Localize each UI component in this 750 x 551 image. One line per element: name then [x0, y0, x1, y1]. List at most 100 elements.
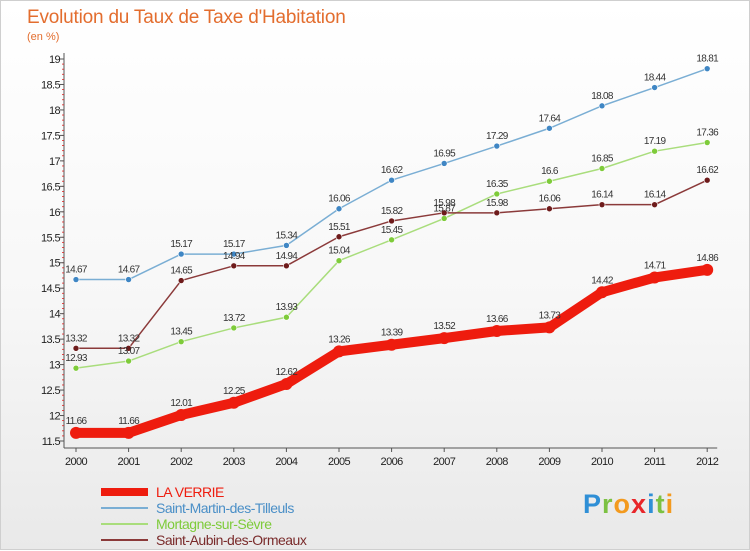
data-label: 15.45 — [381, 225, 404, 236]
data-label: 14.65 — [170, 266, 193, 277]
data-point — [230, 262, 238, 270]
chart-title: Evolution du Taux de Taxe d'Habitation — [27, 7, 346, 28]
logo-letter: x — [631, 489, 648, 519]
data-label: 15.04 — [328, 246, 351, 257]
data-point — [703, 65, 711, 72]
y-tick-label: 13 — [49, 360, 61, 372]
data-label: 13.39 — [381, 328, 404, 339]
data-point — [335, 257, 343, 264]
data-point — [72, 364, 80, 372]
legend-swatch — [101, 488, 148, 496]
data-label: 18.08 — [591, 91, 614, 102]
data-label: 13.32 — [65, 333, 88, 344]
data-point — [596, 286, 608, 299]
data-point — [335, 233, 343, 241]
data-point — [490, 324, 503, 337]
data-point — [703, 139, 711, 146]
data-label: 15.51 — [328, 222, 351, 233]
data-point — [648, 271, 661, 284]
data-point — [388, 236, 395, 244]
data-label: 14.42 — [591, 275, 614, 286]
legend-item-mortagne: Mortagne-sur-Sèvre — [101, 516, 361, 532]
y-tick-label: 18 — [49, 105, 61, 117]
data-point — [651, 84, 658, 91]
data-point — [125, 345, 132, 352]
data-labels-layer: 11.66 11.66 12.01 12.25 12.62 13.26 13.39 13.52… — [65, 54, 720, 427]
data-point — [493, 190, 501, 198]
data-label: 12.25 — [223, 386, 246, 397]
x-tick-label: 2012 — [696, 456, 719, 468]
data-label: 16.14 — [591, 190, 614, 201]
logo-letter: i — [647, 489, 656, 519]
data-label: 17.36 — [696, 128, 719, 139]
data-label: 12.93 — [65, 353, 88, 364]
data-point — [440, 160, 448, 167]
y-tick-label: 12.5 — [41, 385, 60, 397]
data-label: 16.95 — [433, 148, 456, 159]
y-tick-label: 17 — [49, 156, 61, 168]
x-tick-label: 2010 — [591, 456, 614, 468]
y-tick-label: 15.5 — [41, 232, 60, 244]
legend-label: Saint-Aubin-des-Ormeaux — [156, 532, 307, 548]
legend-item-saint-martin: Saint-Martin-des-Tilleuls — [101, 500, 361, 516]
series-layer — [70, 65, 714, 439]
data-label: 14.71 — [644, 261, 667, 272]
y-tick-label: 14.5 — [41, 283, 60, 295]
chart-subtitle: (en %) — [27, 31, 60, 43]
y-tick-label: 14 — [49, 309, 61, 321]
x-tick-label: 2004 — [275, 456, 298, 468]
logo-letter: i — [665, 489, 675, 519]
y-tick-label: 12 — [49, 411, 61, 423]
data-label: 16.62 — [696, 165, 719, 176]
y-tick-label: 15 — [49, 258, 61, 270]
x-tick-label: 2005 — [328, 456, 351, 468]
data-label: 17.64 — [539, 113, 562, 124]
data-label: 18.81 — [696, 54, 719, 65]
data-label: 12.01 — [170, 398, 193, 409]
legend-label: LA VERRIE — [156, 484, 224, 500]
data-point — [701, 263, 714, 276]
data-point — [230, 250, 238, 258]
data-label: 16.14 — [644, 190, 667, 201]
data-point — [385, 338, 398, 351]
y-tick-label: 16 — [49, 207, 61, 219]
data-point — [651, 201, 658, 208]
data-label: 14.67 — [65, 265, 88, 276]
data-label: 13.26 — [328, 334, 351, 345]
y-tick-label: 16.5 — [41, 181, 60, 193]
y-tick-label: 11.5 — [42, 436, 61, 448]
data-label: 15.82 — [381, 206, 404, 217]
data-label: 16.35 — [486, 179, 509, 190]
proxiti-logo: Proxiti — [583, 489, 674, 520]
data-point — [543, 321, 556, 334]
data-point — [493, 142, 501, 150]
data-point — [175, 409, 188, 422]
logo-letter: t — [655, 489, 666, 519]
data-point — [283, 242, 290, 249]
logo-letter: r — [602, 489, 614, 519]
data-point — [333, 345, 345, 358]
data-label: 17.19 — [644, 136, 667, 147]
logo-letter: P — [583, 489, 603, 519]
data-label: 16.62 — [381, 165, 404, 176]
data-label: 14.94 — [276, 251, 299, 262]
data-point — [598, 102, 606, 110]
y-tick-label: 17.5 — [41, 130, 60, 142]
legend-label: Mortagne-sur-Sèvre — [156, 516, 272, 532]
x-tick-label: 2001 — [118, 456, 141, 468]
data-label: 15.17 — [170, 239, 193, 250]
data-label: 15.98 — [433, 198, 456, 209]
x-tick-label: 2009 — [538, 456, 561, 468]
data-label: 16.85 — [591, 154, 614, 165]
data-label: 16.06 — [328, 194, 351, 205]
data-point — [283, 313, 290, 321]
data-point — [122, 426, 135, 439]
x-tick-label: 2003 — [223, 456, 246, 468]
data-label: 13.73 — [539, 310, 562, 321]
data-point — [335, 205, 343, 213]
data-label: 16.6 — [541, 166, 559, 177]
legend-swatch — [101, 539, 148, 541]
data-label: 15.17 — [223, 239, 246, 250]
data-label: 17.29 — [486, 131, 509, 142]
logo-letter: o — [613, 489, 632, 519]
